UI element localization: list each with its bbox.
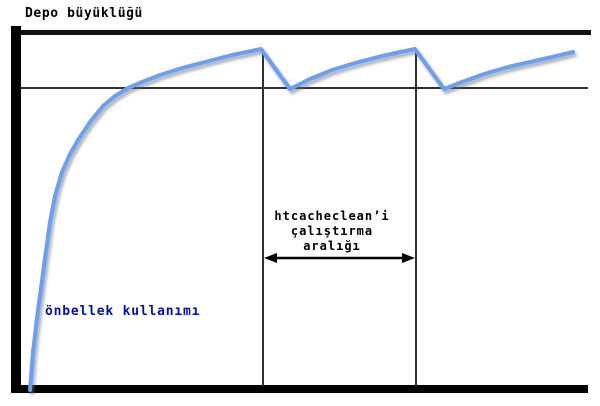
interval-label-line2: çalıştırma bbox=[290, 224, 374, 238]
x-axis bbox=[11, 385, 588, 393]
storage-size-label: Depo büyüklüğü bbox=[25, 6, 143, 21]
interval-label-line1: htcacheclean’i bbox=[274, 209, 390, 223]
cache-usage-label: önbellek kullanımı bbox=[45, 304, 201, 319]
storage-size-line bbox=[21, 30, 591, 35]
interval-label-line3: aralığı bbox=[303, 239, 361, 253]
interval-label: htcacheclean’i çalıştırma aralığı bbox=[252, 209, 412, 254]
interval-double-arrow bbox=[264, 253, 415, 263]
cache-limit-line bbox=[21, 87, 588, 89]
cache-usage-curve bbox=[28, 47, 575, 392]
y-axis bbox=[11, 26, 21, 393]
cleanup-interval-lines bbox=[262, 49, 417, 386]
